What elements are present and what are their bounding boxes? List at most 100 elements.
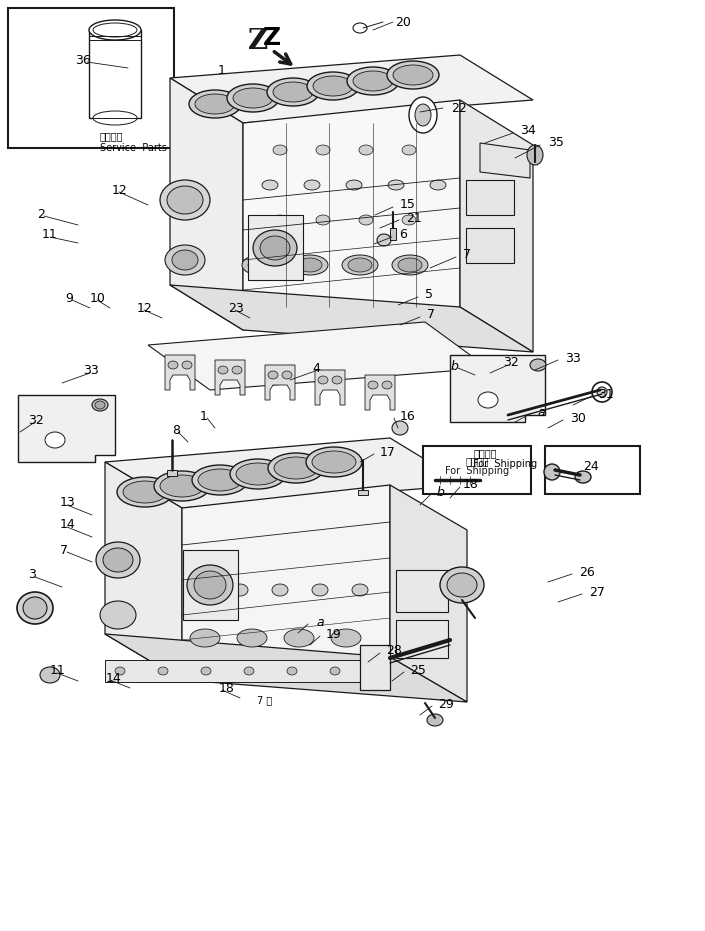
Ellipse shape [187, 565, 233, 605]
Ellipse shape [198, 469, 242, 491]
Ellipse shape [168, 361, 178, 369]
Bar [183, 550, 238, 620]
Text: 19: 19 [326, 627, 342, 641]
Polygon shape [243, 100, 460, 330]
Ellipse shape [530, 359, 546, 371]
Ellipse shape [93, 23, 137, 37]
Text: 13: 13 [60, 496, 75, 509]
Text: 16: 16 [400, 410, 416, 423]
Ellipse shape [182, 361, 192, 369]
Ellipse shape [253, 230, 297, 266]
Ellipse shape [95, 401, 105, 409]
Ellipse shape [154, 471, 210, 501]
Ellipse shape [260, 236, 290, 260]
Polygon shape [105, 462, 182, 680]
Bar [466, 228, 514, 263]
Text: 2: 2 [37, 208, 45, 221]
Text: 35: 35 [548, 137, 564, 150]
Text: 15: 15 [400, 197, 416, 210]
Text: a: a [537, 406, 545, 419]
Ellipse shape [352, 584, 368, 596]
Ellipse shape [342, 255, 378, 275]
Bar [105, 660, 390, 682]
Ellipse shape [527, 145, 543, 165]
Ellipse shape [237, 629, 267, 647]
Ellipse shape [262, 180, 278, 190]
Ellipse shape [268, 371, 278, 379]
Text: Z: Z [248, 28, 268, 55]
Ellipse shape [273, 145, 287, 155]
Text: 10: 10 [90, 291, 106, 304]
Ellipse shape [195, 94, 235, 114]
Ellipse shape [230, 459, 286, 489]
Ellipse shape [304, 180, 320, 190]
Text: 27: 27 [589, 586, 605, 599]
Ellipse shape [268, 453, 324, 483]
Text: 14: 14 [106, 671, 122, 684]
Text: a: a [316, 615, 324, 628]
Polygon shape [315, 370, 345, 405]
Ellipse shape [544, 464, 560, 480]
Text: 11: 11 [42, 228, 58, 241]
Ellipse shape [227, 84, 279, 112]
Ellipse shape [267, 78, 319, 106]
Ellipse shape [287, 667, 297, 675]
Text: 26: 26 [579, 565, 595, 578]
Polygon shape [215, 360, 245, 395]
Ellipse shape [316, 215, 330, 225]
Bar [466, 180, 514, 215]
Ellipse shape [415, 104, 431, 126]
Polygon shape [148, 322, 488, 390]
Text: For  Shipping: For Shipping [473, 459, 537, 469]
Text: 3: 3 [28, 569, 36, 582]
Text: For  Shipping: For Shipping [445, 466, 509, 476]
Ellipse shape [398, 258, 422, 272]
Ellipse shape [427, 714, 443, 726]
Ellipse shape [194, 571, 226, 599]
Ellipse shape [218, 366, 228, 374]
Ellipse shape [316, 145, 330, 155]
Ellipse shape [440, 567, 484, 603]
Text: 運輸部品: 運輸部品 [465, 456, 489, 466]
Text: 18: 18 [219, 681, 235, 695]
Text: Z: Z [263, 26, 281, 50]
Text: 11: 11 [50, 665, 66, 678]
Text: 8: 8 [172, 424, 180, 437]
Ellipse shape [189, 90, 241, 118]
Text: 18: 18 [463, 479, 479, 492]
Text: Service  Parts: Service Parts [100, 143, 167, 153]
Polygon shape [165, 355, 195, 390]
Bar [248, 215, 303, 280]
Ellipse shape [298, 258, 322, 272]
Ellipse shape [192, 465, 248, 495]
Text: 22: 22 [451, 101, 467, 115]
Ellipse shape [282, 371, 292, 379]
Bar [360, 645, 390, 690]
Ellipse shape [387, 61, 439, 89]
Text: 4: 4 [312, 361, 320, 374]
Ellipse shape [478, 392, 498, 408]
Text: 5: 5 [425, 289, 433, 302]
Text: 1: 1 [218, 63, 226, 76]
Text: 7: 7 [427, 308, 435, 321]
Polygon shape [480, 143, 530, 178]
Text: 31: 31 [598, 387, 614, 400]
Text: 17: 17 [380, 446, 396, 458]
Ellipse shape [353, 71, 393, 91]
Ellipse shape [347, 67, 399, 95]
Ellipse shape [92, 399, 108, 411]
Ellipse shape [306, 447, 362, 477]
Polygon shape [105, 438, 467, 508]
Bar [8, 8, 174, 148]
Ellipse shape [103, 548, 133, 572]
Ellipse shape [592, 382, 612, 402]
Ellipse shape [346, 180, 362, 190]
Ellipse shape [307, 72, 359, 100]
Ellipse shape [45, 432, 65, 448]
Ellipse shape [292, 255, 328, 275]
Ellipse shape [190, 629, 220, 647]
Ellipse shape [597, 387, 607, 397]
Text: 23: 23 [228, 302, 244, 315]
Text: 1: 1 [200, 410, 208, 423]
Ellipse shape [232, 584, 248, 596]
